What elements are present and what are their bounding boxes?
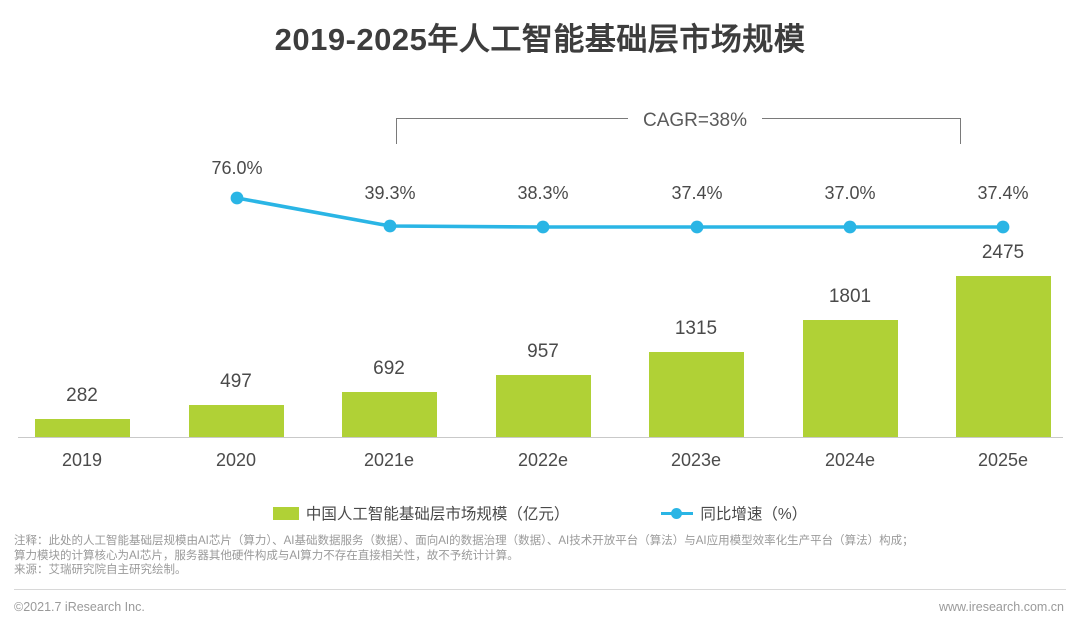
x-tick-2023e: 2023e: [670, 450, 722, 470]
legend-label-bar-series: 中国人工智能基础层市场规模（亿元）: [305, 506, 570, 523]
growth-label-2023e: 37.4%: [671, 183, 723, 203]
cagr-bracket-right-tick: [960, 118, 961, 144]
growth-label-2024e: 37.0%: [824, 183, 876, 203]
footnote-source: 来源：艾瑞研究院自主研究绘制。: [14, 564, 187, 576]
legend-swatch-bar-icon: [272, 506, 299, 520]
growth-label-2025e: 37.4%: [977, 183, 1029, 203]
bar-2020[interactable]: [189, 404, 284, 437]
cagr-bracket-right-rail: [762, 118, 961, 119]
chart-legend: 中国人工智能基础层市场规模（亿元） 同比增速（%）: [0, 500, 1080, 526]
bar-2023e[interactable]: [649, 351, 744, 437]
growth-label-2020: 76.0%: [211, 158, 263, 178]
bar-2025e[interactable]: [956, 276, 1051, 437]
legend-label-line-series: 同比增速（%）: [700, 506, 808, 523]
x-tick-2020: 2020: [215, 450, 257, 470]
bar-value-2021e: 692: [373, 358, 405, 379]
bar-value-2020: 497: [220, 371, 252, 392]
cagr-bracket-left-tick: [396, 118, 397, 144]
bar-value-2019: 282: [66, 385, 98, 406]
bar-value-2024e: 1801: [828, 286, 872, 307]
x-tick-2022e: 2022e: [517, 450, 569, 470]
bar-2022e[interactable]: [496, 374, 591, 437]
bar-2019[interactable]: [35, 418, 130, 437]
copyright-text: ©2021.7 iResearch Inc.: [14, 600, 145, 614]
legend-marker-line-icon: [661, 507, 694, 519]
x-tick-2024e: 2024e: [824, 450, 876, 470]
plot-area: 282 497 692 957 1315 1801 2475 76.0% 39.…: [18, 158, 1063, 470]
x-tick-2019: 2019: [61, 450, 103, 470]
bar-value-2025e: 2475: [981, 242, 1025, 263]
bar-2024e[interactable]: [803, 319, 898, 437]
growth-rate-line: [230, 191, 1010, 234]
bar-value-2023e: 1315: [674, 318, 718, 339]
page-footer: ©2021.7 iResearch Inc. www.iresearch.com…: [0, 596, 1080, 624]
footnote-line-2: 算力模块的计算核心为AI芯片，服务器其他硬件构成与AI算力不存在直接相关性，故不…: [14, 549, 519, 562]
bar-value-2022e: 957: [527, 341, 559, 362]
footnotes: 注释：此处的人工智能基础层规模由AI芯片（算力）、AI基础数据服务（数据）、面向…: [14, 534, 1069, 578]
footer-divider: [14, 589, 1066, 590]
website-link[interactable]: www.iresearch.com.cn: [938, 600, 1064, 614]
cagr-annotation: CAGR=38%: [0, 0, 1080, 200]
bar-2021e[interactable]: [342, 392, 437, 437]
legend-item-line-series[interactable]: 同比增速（%）: [661, 502, 807, 524]
cagr-label: CAGR=38%: [642, 110, 748, 131]
page-title: 2019-2025年人工智能基础层市场规模: [274, 22, 806, 57]
x-tick-2021e: 2021e: [363, 450, 415, 470]
footnote-line-1: 注释：此处的人工智能基础层规模由AI芯片（算力）、AI基础数据服务（数据）、面向…: [14, 535, 914, 547]
legend-item-bar-series[interactable]: 中国人工智能基础层市场规模（亿元）: [272, 502, 570, 524]
growth-label-2021e: 39.3%: [364, 183, 416, 203]
x-tick-2025e: 2025e: [977, 450, 1029, 470]
growth-label-2022e: 38.3%: [517, 183, 569, 203]
cagr-bracket-left-rail: [396, 118, 628, 119]
x-axis-line: [18, 437, 1063, 438]
